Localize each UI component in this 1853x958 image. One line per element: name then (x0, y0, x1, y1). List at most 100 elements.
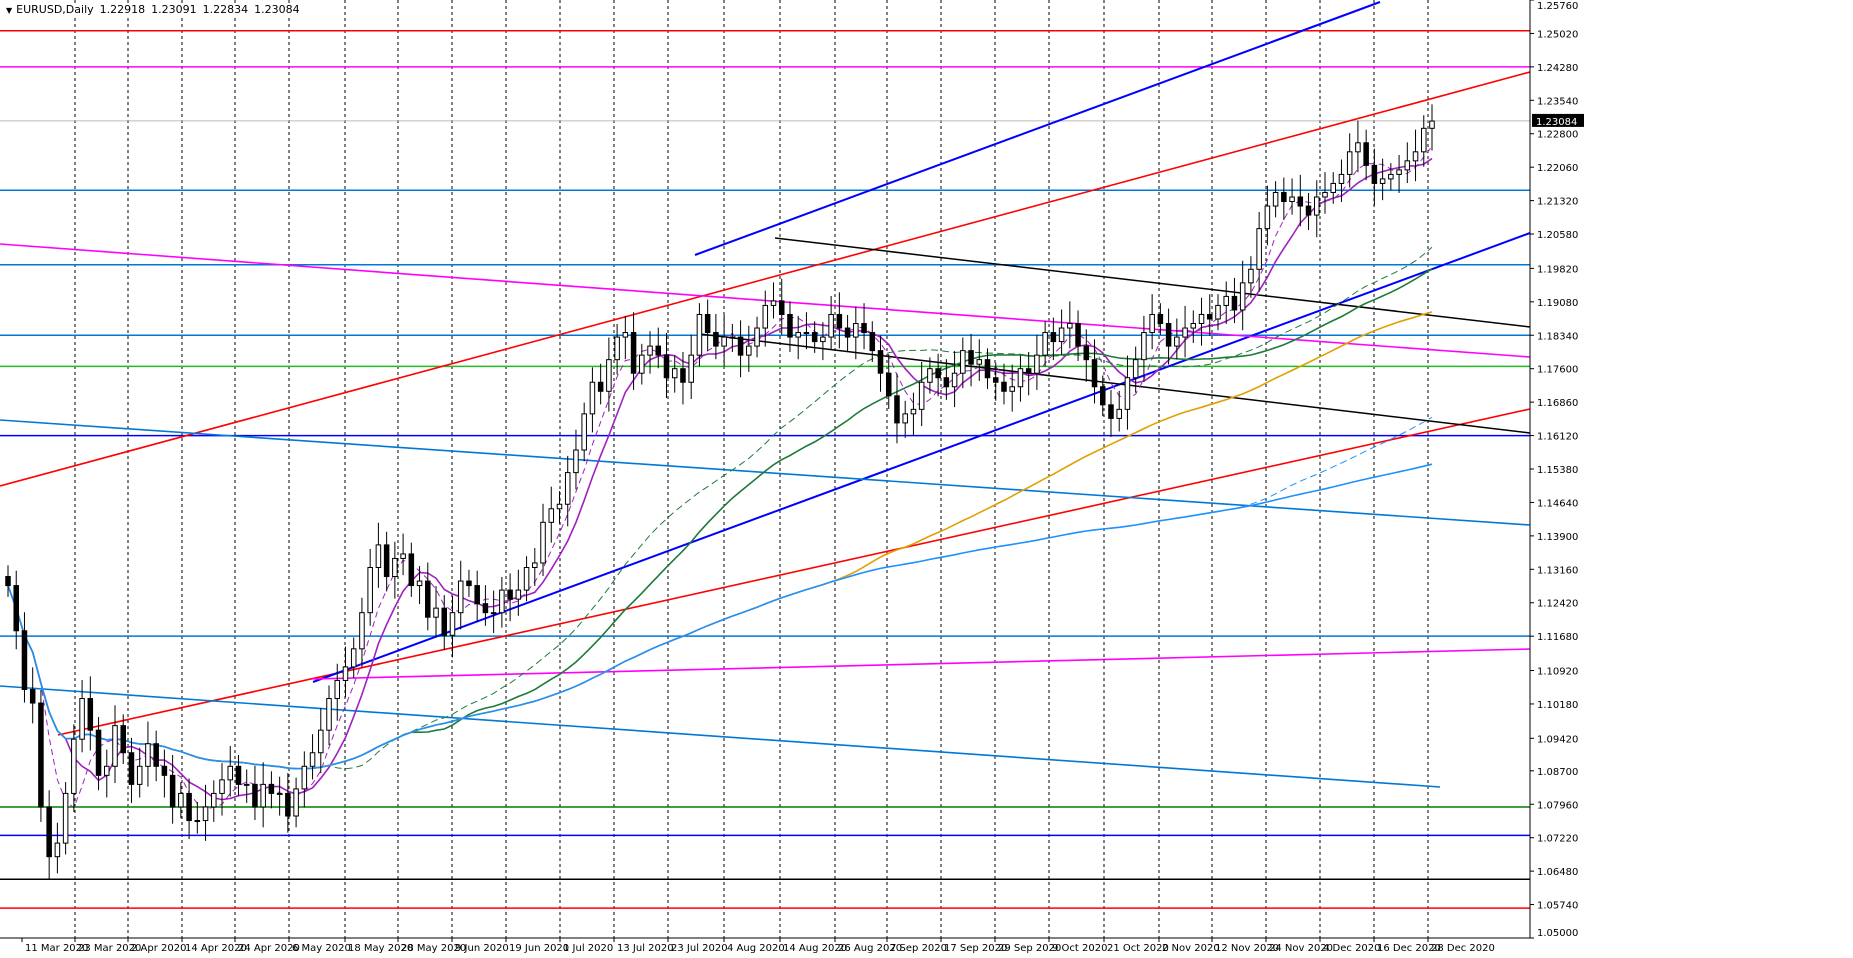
symbol-label: EURUSD,Daily (16, 3, 94, 16)
candle-body (1058, 327, 1065, 343)
candle-body (490, 612, 497, 615)
candle-body (984, 359, 991, 379)
candle-body (548, 508, 555, 523)
candle-body (1182, 327, 1188, 338)
x-tick-label: 2 Nov 2020 (1162, 943, 1220, 954)
candle-body (21, 630, 28, 690)
candle-body (1091, 359, 1098, 388)
candle-body (1404, 160, 1411, 171)
candle-body (38, 702, 44, 808)
candle-body (416, 580, 423, 587)
candle-body (655, 345, 662, 356)
candle-body (1281, 191, 1287, 203)
x-tick-label: 21 Oct 2020 (1107, 943, 1169, 954)
y-tick-label: 1.06480 (1537, 867, 1578, 878)
x-tick-label: 28 Dec 2020 (1431, 943, 1495, 954)
high-value: 1.23091 (151, 3, 197, 16)
x-tick-label: 26 Aug 2020 (838, 943, 902, 954)
candle-body (515, 589, 522, 600)
x-tick-label: 6 May 2020 (292, 943, 351, 954)
y-tick-label: 1.11680 (1537, 632, 1578, 643)
y-tick-label: 1.16120 (1537, 432, 1578, 443)
candle-body (1272, 191, 1279, 207)
candle-body (918, 381, 925, 410)
candle-body (1297, 196, 1304, 207)
candle-body (976, 359, 983, 365)
candle-body (663, 354, 670, 379)
candle-body (688, 354, 694, 383)
x-tick-label: 12 Nov 2020 (1215, 943, 1279, 954)
candle-body (235, 765, 242, 785)
candle-body (318, 729, 324, 754)
candle-body (342, 666, 349, 681)
candle-body (1421, 127, 1427, 153)
candle-body (762, 304, 769, 329)
candle-body (1165, 323, 1172, 347)
candle-body (647, 345, 653, 356)
candle-body (202, 806, 209, 822)
candle-body (992, 377, 999, 383)
candle-body (680, 368, 686, 383)
candle-body (145, 743, 151, 767)
candle-body (1289, 196, 1295, 203)
candle-body (5, 576, 11, 587)
trend-line (0, 419, 1531, 526)
candle-body (293, 788, 299, 817)
trend-line (0, 71, 1531, 487)
candle-body (268, 783, 275, 794)
trend-lines (0, 1, 1531, 909)
x-tick-label: 9 Jun 2020 (455, 943, 509, 954)
candle-body (573, 449, 579, 474)
candle-body (1190, 323, 1197, 329)
candle-body (1355, 142, 1361, 153)
y-tick-label: 1.10180 (1537, 700, 1578, 711)
candle-body (1174, 336, 1180, 347)
candle-body (441, 607, 448, 636)
y-tick-label: 1.08700 (1537, 767, 1578, 778)
y-tick-label: 1.22060 (1537, 163, 1578, 174)
candle-body (457, 580, 464, 614)
x-tick-label: 13 Jul 2020 (617, 943, 674, 954)
candle-body (1099, 386, 1106, 406)
candle-body (935, 368, 941, 379)
candle-body (869, 332, 876, 352)
candle-body (359, 612, 365, 650)
candle-body (79, 698, 85, 740)
candle-body (128, 752, 135, 785)
candle-body (161, 765, 168, 776)
candle-body (836, 313, 843, 329)
candle-body (671, 368, 678, 379)
candle-body (1305, 205, 1312, 216)
y-tick-label: 1.25760 (1537, 1, 1578, 12)
candle-body (564, 472, 571, 505)
y-tick-label: 1.13900 (1537, 532, 1578, 543)
candle-body (112, 725, 118, 767)
y-tick-label: 1.15380 (1537, 465, 1578, 476)
candle-body (260, 783, 266, 808)
candle-body (828, 313, 834, 338)
candle-body (408, 553, 415, 587)
candle-body (877, 350, 884, 374)
y-tick-label: 1.05740 (1537, 901, 1578, 912)
candle-body (1215, 304, 1221, 320)
y-tick-label: 1.09420 (1537, 734, 1578, 745)
candle-body (1371, 164, 1378, 184)
candle-body (1116, 408, 1122, 419)
dropdown-arrow-icon[interactable]: ▼ (6, 6, 13, 15)
y-tick-label: 1.19820 (1537, 264, 1578, 275)
candle-body (449, 612, 456, 636)
candle-body (704, 313, 711, 334)
candle-body (285, 792, 291, 817)
candle-body (1083, 345, 1090, 361)
candle-body (803, 332, 810, 335)
candle-body (589, 381, 596, 415)
candle-body (696, 313, 703, 356)
candle-body (1108, 404, 1114, 419)
candlesticks (5, 104, 1435, 879)
y-tick-label: 1.23540 (1537, 96, 1578, 107)
trend-line (694, 1, 1381, 256)
x-tick-label: 24 Nov 2020 (1269, 943, 1333, 954)
current-price-box (1532, 113, 1584, 127)
